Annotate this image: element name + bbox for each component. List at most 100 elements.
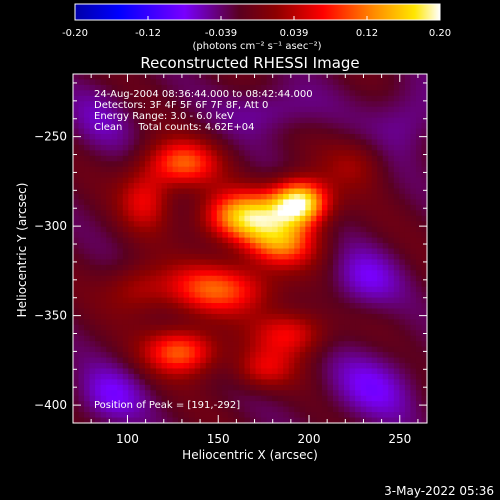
heatmap-cell	[189, 259, 196, 266]
heatmap-cell	[161, 226, 168, 233]
heatmap-cell	[266, 215, 273, 222]
heatmap-cell	[178, 308, 185, 315]
heatmap-cell	[294, 412, 301, 419]
heatmap-cell	[283, 281, 290, 288]
heatmap-cell	[139, 172, 146, 179]
heatmap-cell	[227, 123, 235, 130]
heatmap-cell	[305, 232, 312, 239]
heatmap-cell	[360, 221, 367, 228]
heatmap-cell	[261, 150, 268, 157]
heatmap-cell	[178, 84, 185, 91]
heatmap-cell	[167, 133, 174, 141]
heatmap-cell	[100, 297, 107, 304]
x-tick-label: 250	[388, 432, 411, 446]
heatmap-cell	[371, 133, 378, 141]
heatmap-cell	[189, 248, 196, 255]
heatmap-cell	[150, 101, 157, 108]
heatmap-cell	[404, 128, 412, 135]
heatmap-cell	[200, 368, 207, 375]
heatmap-cell	[277, 183, 284, 190]
heatmap-cell	[415, 226, 423, 233]
heatmap-cell	[316, 253, 323, 260]
heatmap-cell	[349, 346, 356, 353]
heatmap-cell	[283, 90, 290, 97]
heatmap-cell	[399, 357, 406, 364]
heatmap-cell	[332, 264, 340, 271]
heatmap-cell	[382, 390, 389, 397]
heatmap-cell	[139, 270, 146, 277]
heatmap-cell	[122, 193, 129, 201]
heatmap-cell	[277, 319, 284, 326]
heatmap-cell	[172, 161, 179, 168]
heatmap-cell	[371, 128, 378, 135]
heatmap-cell	[344, 177, 351, 184]
heatmap-cell	[393, 281, 400, 288]
heatmap-cell	[266, 161, 273, 168]
heatmap-cell	[161, 259, 168, 266]
heatmap-cell	[117, 215, 124, 222]
heatmap-cell	[261, 237, 268, 244]
heatmap-cell	[161, 330, 168, 337]
heatmap-cell	[227, 390, 235, 397]
heatmap-cell	[250, 281, 257, 288]
heatmap-cell	[155, 406, 163, 413]
heatmap-cell	[100, 281, 107, 288]
heatmap-cell	[310, 297, 317, 304]
heatmap-cell	[100, 384, 107, 391]
heatmap-cell	[106, 237, 113, 244]
heatmap-cell	[84, 363, 91, 370]
heatmap-cell	[161, 112, 168, 119]
heatmap-cell	[183, 79, 190, 86]
heatmap-cell	[222, 406, 229, 413]
heatmap-cell	[299, 139, 306, 146]
heatmap-cell	[78, 112, 85, 119]
heatmap-cell	[139, 133, 146, 141]
heatmap-cell	[183, 232, 190, 239]
heatmap-cell	[178, 248, 185, 255]
heatmap-cell	[238, 412, 246, 419]
heatmap-cell	[139, 373, 146, 380]
heatmap-cell	[421, 368, 428, 375]
heatmap-cell	[299, 308, 306, 315]
heatmap-cell	[95, 226, 102, 233]
heatmap-cell	[205, 357, 212, 364]
heatmap-cell	[266, 172, 273, 179]
heatmap-cell	[161, 341, 168, 348]
heatmap-cell	[73, 335, 80, 342]
heatmap-cell	[310, 270, 317, 277]
heatmap-cell	[89, 346, 96, 353]
heatmap-cell	[327, 215, 334, 222]
heatmap-cell	[288, 237, 295, 244]
heatmap-cell	[344, 308, 351, 315]
heatmap-cell	[272, 373, 279, 380]
heatmap-cell	[377, 183, 384, 190]
heatmap-cell	[283, 253, 290, 260]
heatmap-cell	[100, 161, 107, 168]
heatmap-cell	[388, 90, 395, 97]
heatmap-cell	[117, 243, 124, 250]
heatmap-cell	[388, 210, 395, 217]
heatmap-cell	[421, 237, 428, 244]
heatmap-cell	[150, 123, 157, 130]
heatmap-cell	[255, 106, 262, 113]
heatmap-cell	[205, 313, 212, 320]
heatmap-cell	[321, 79, 329, 86]
heatmap-cell	[216, 155, 223, 162]
heatmap-cell	[133, 259, 140, 266]
heatmap-cell	[161, 199, 168, 206]
heatmap-cell	[393, 319, 400, 326]
heatmap-cell	[250, 352, 257, 359]
heatmap-cell	[294, 188, 301, 195]
heatmap-cell	[415, 286, 423, 293]
heatmap-cell	[360, 373, 367, 380]
heatmap-cell	[216, 79, 223, 86]
heatmap-cell	[360, 346, 367, 353]
heatmap-cell	[111, 330, 118, 337]
heatmap-cell	[404, 368, 412, 375]
heatmap-cell	[360, 210, 367, 217]
heatmap-cell	[327, 188, 334, 195]
heatmap-cell	[310, 324, 317, 331]
heatmap-cell	[410, 150, 417, 157]
heatmap-cell	[349, 150, 356, 157]
heatmap-cell	[227, 199, 235, 206]
